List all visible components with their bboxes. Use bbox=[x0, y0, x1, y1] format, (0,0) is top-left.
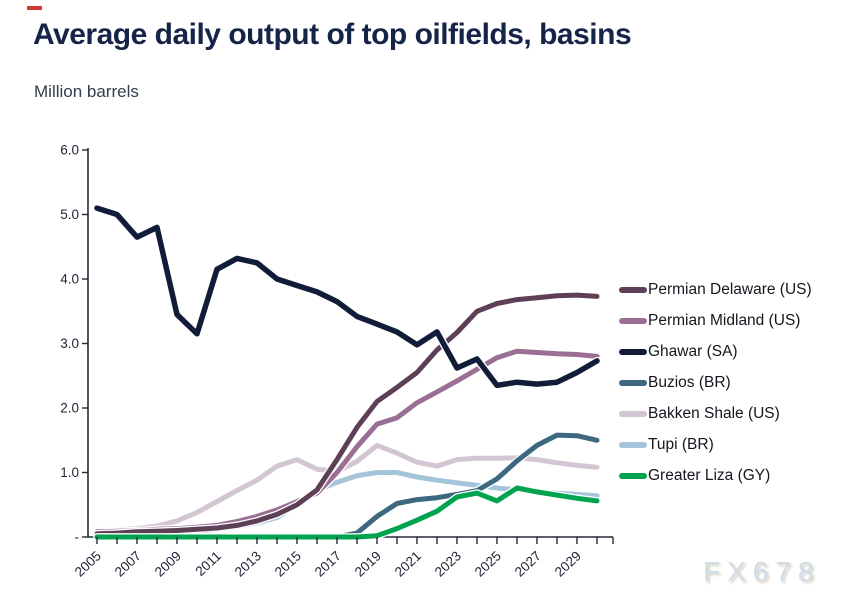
series-line bbox=[94, 292, 600, 537]
legend-label: Bakken Shale (US) bbox=[648, 405, 780, 422]
legend-label: Buzios (BR) bbox=[648, 374, 731, 391]
watermark: FX678 bbox=[703, 556, 821, 587]
legend-item-bakken-shale-us: Bakken Shale (US) bbox=[619, 404, 812, 424]
x-axis-label: 2019 bbox=[352, 548, 384, 579]
legend-item-greater-liza-gy: Greater Liza (GY) bbox=[619, 466, 812, 486]
x-axis-label: 2029 bbox=[552, 548, 584, 579]
legend-label: Permian Delaware (US) bbox=[648, 281, 812, 298]
x-axis-label: 2009 bbox=[152, 548, 184, 579]
series-casing bbox=[93, 291, 601, 538]
x-axis-label: 2025 bbox=[472, 548, 504, 579]
legend-swatch-icon bbox=[619, 349, 647, 355]
legend-swatch-icon bbox=[619, 442, 647, 448]
x-axis-label: 2013 bbox=[232, 548, 264, 579]
legend-swatch-icon bbox=[619, 287, 647, 293]
legend-label: Ghawar (SA) bbox=[648, 343, 738, 360]
x-axis-label: 2005 bbox=[72, 548, 104, 579]
y-axis-label: 3.0 bbox=[60, 336, 79, 351]
legend-label: Permian Midland (US) bbox=[648, 312, 801, 329]
x-axis-label: 2021 bbox=[392, 548, 424, 579]
series-line bbox=[94, 205, 600, 389]
legend-label: Tupi (BR) bbox=[648, 436, 714, 453]
legend-item-buzios-br: Buzios (BR) bbox=[619, 373, 812, 393]
series-line bbox=[94, 442, 600, 533]
y-axis-label: 5.0 bbox=[60, 207, 79, 222]
y-axis-label: - bbox=[75, 530, 80, 545]
legend-item-permian-midland-us: Permian Midland (US) bbox=[619, 311, 812, 331]
x-axis-label: 2011 bbox=[193, 548, 224, 579]
chart-legend: Permian Delaware (US) Permian Midland (US… bbox=[619, 280, 812, 486]
legend-label: Greater Liza (GY) bbox=[648, 467, 771, 484]
chart-subtitle: Million barrels bbox=[34, 82, 139, 101]
legend-item-ghawar-sa: Ghawar (SA) bbox=[619, 342, 812, 362]
x-axis-label: 2023 bbox=[432, 548, 464, 579]
chart-title: Average daily output of top oilfields, b… bbox=[33, 18, 632, 51]
corner-mark bbox=[27, 6, 42, 10]
y-axis-label: 6.0 bbox=[60, 143, 79, 158]
y-axis-label: 4.0 bbox=[60, 272, 79, 287]
x-axis-label: 2017 bbox=[312, 548, 344, 579]
x-axis-label: 2027 bbox=[512, 548, 544, 579]
y-axis-label: 2.0 bbox=[60, 401, 79, 416]
series-line bbox=[94, 485, 600, 540]
legend-swatch-icon bbox=[619, 411, 647, 417]
x-axis-label: 2015 bbox=[272, 548, 304, 579]
legend-item-permian-delaware-us: Permian Delaware (US) bbox=[619, 280, 812, 300]
legend-swatch-icon bbox=[619, 473, 647, 479]
legend-swatch-icon bbox=[619, 318, 647, 324]
x-axis-label: 2007 bbox=[112, 548, 144, 579]
legend-item-tupi-br: Tupi (BR) bbox=[619, 435, 812, 455]
legend-swatch-icon bbox=[619, 380, 647, 386]
y-axis-label: 1.0 bbox=[60, 465, 79, 480]
